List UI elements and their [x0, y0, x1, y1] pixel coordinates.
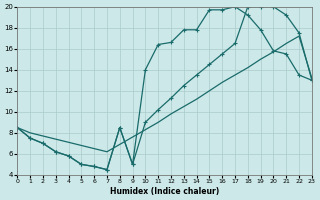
X-axis label: Humidex (Indice chaleur): Humidex (Indice chaleur) [110, 187, 219, 196]
